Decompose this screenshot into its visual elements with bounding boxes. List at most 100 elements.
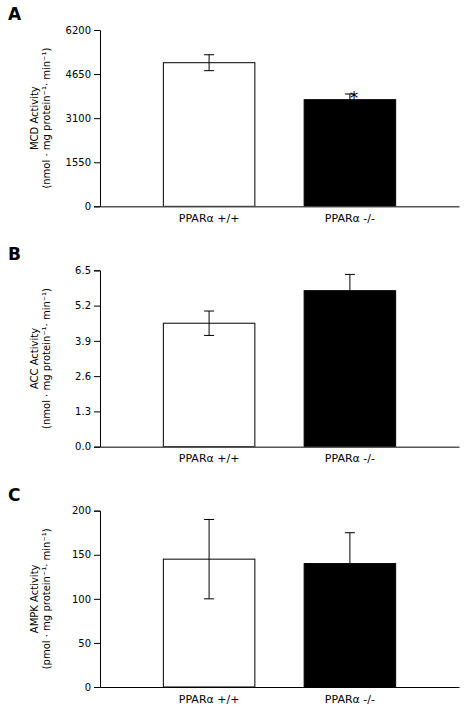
y-tick-label: 1550 [66,157,91,168]
panel: 0 1550 3100 4650 6200 PPARα +/+ PPARα -/- MCD A… [29,25,460,225]
error-bar-cap [204,335,214,336]
error-bar-cap [204,519,214,520]
x-tick-label: PPARα -/- [325,452,375,465]
error-bar-stem [209,519,210,598]
y-tick-mark [94,555,100,556]
y-tick: 200 [72,505,100,516]
y-tick-mark [94,162,100,163]
y-tick-label: 0 [85,682,91,693]
annotation: * [350,88,359,108]
x-tick: PPARα -/- [325,693,375,706]
y-tick: 1.3 [75,406,100,417]
y-tick: 5.2 [75,300,100,311]
y-tick: 6200 [66,25,100,36]
error-bar-cap [345,532,355,533]
error-bar-stem [349,274,350,307]
bar [163,323,255,446]
y-tick-mark [94,270,100,271]
x-tick-label: PPARα +/+ [179,693,240,706]
y-tick: 0.0 [75,441,100,452]
bar [163,63,255,207]
y-axis-title-line: (pmol · mg protein⁻¹· min⁻¹) [41,528,52,669]
y-tick: 0 [85,682,100,693]
y-tick: 1550 [66,157,100,168]
y-tick-mark [94,341,100,342]
y-axis-line [94,31,101,207]
error-bar-cap [204,54,214,55]
y-tick-label: 3100 [66,113,91,124]
error-bar-cap [204,70,214,71]
y-tick: 6.5 [75,265,100,276]
y-axis: 0.0 1.3 2.6 3.9 5.2 6.5 [75,265,100,452]
y-tick-label: 5.2 [75,300,91,311]
y-tick-mark [94,206,100,207]
error-bar [204,519,214,598]
x-tick: PPARα -/- [325,452,375,465]
y-tick-label: 100 [72,594,91,605]
y-tick-mark [94,118,100,119]
y-axis-title-line: (nmol · mg protein⁻¹· min⁻¹) [41,288,52,429]
panel-label: A [8,4,22,24]
x-tick-label: PPARα +/+ [179,212,240,225]
error-bar-stem [209,311,210,335]
x-axis: PPARα +/+ PPARα -/- [101,447,460,465]
y-tick-mark [94,511,100,512]
panel-label: B [8,244,21,264]
y-axis: 0 50 100 150 200 [72,505,101,692]
y-axis-title: AMPK Activity(pmol · mg protein⁻¹· min⁻¹… [29,528,52,669]
y-tick: 4650 [66,69,100,80]
y-tick-mark [94,306,100,307]
bar [304,100,396,207]
y-tick-label: 0.0 [75,441,91,452]
panel: 0.0 1.3 2.6 3.9 5.2 6.5 PPARα +/+ PPARα -/- ACC … [29,265,460,465]
x-tick: PPARα -/- [325,212,375,225]
x-tick-label: PPARα +/+ [179,452,240,465]
y-tick-label: 6200 [66,25,91,36]
error-bar-cap [345,274,355,275]
panel: 0 50 100 150 200 PPARα +/+ PPARα -/- AMPK Activ… [29,505,460,705]
error-bar [345,533,355,595]
x-axis: PPARα +/+ PPARα -/- [101,207,460,225]
error-bar-stem [209,55,210,71]
y-tick-label: 200 [72,505,91,516]
plot-area [163,55,395,207]
y-tick-label: 2.6 [75,371,91,382]
y-tick-label: 4650 [66,69,91,80]
y-tick: 0 [85,201,100,212]
y-tick-mark [94,687,100,688]
x-tick: PPARα +/+ [179,693,240,706]
y-axis-title: MCD Activity(nmol · mg protein⁻¹· min⁻¹) [29,48,52,189]
y-tick-mark [94,411,100,412]
y-tick-label: 1.3 [75,406,91,417]
y-axis-title-line: (nmol · mg protein⁻¹· min⁻¹) [41,48,52,189]
x-axis-line [101,687,460,688]
y-tick-mark [94,74,100,75]
error-bar-cap [345,306,355,307]
y-axis: 0 1550 3100 4650 6200 [66,25,101,212]
y-tick-label: 50 [78,638,91,649]
error-bar [345,274,355,307]
plot-area [163,519,395,687]
error-bar-cap [204,598,214,599]
y-tick: 100 [72,594,100,605]
x-axis-line [101,447,460,448]
y-tick: 50 [78,638,100,649]
y-tick: 3.9 [75,336,100,347]
y-axis-title-line: MCD Activity [29,86,40,150]
x-tick-label: PPARα -/- [325,693,375,706]
y-axis-title-line: ACC Activity [29,328,40,389]
figure: 0 1550 3100 4650 6200 PPARα +/+ PPARα -/- MCD A… [0,0,474,721]
x-tick: PPARα +/+ [179,212,240,225]
y-axis-title: ACC Activity(nmol · mg protein⁻¹· min⁻¹) [29,288,52,429]
panel-label: C [8,485,20,505]
y-axis-line [94,511,101,687]
x-axis-line [101,206,460,207]
y-axis-title-line: AMPK Activity [29,564,40,633]
y-tick-label: 3.9 [75,336,91,347]
y-tick: 150 [72,549,100,560]
y-tick-label: 6.5 [75,265,91,276]
y-tick-label: 150 [72,549,91,560]
y-tick-mark [94,643,100,644]
x-tick: PPARα +/+ [179,452,240,465]
y-tick: 3100 [66,113,100,124]
